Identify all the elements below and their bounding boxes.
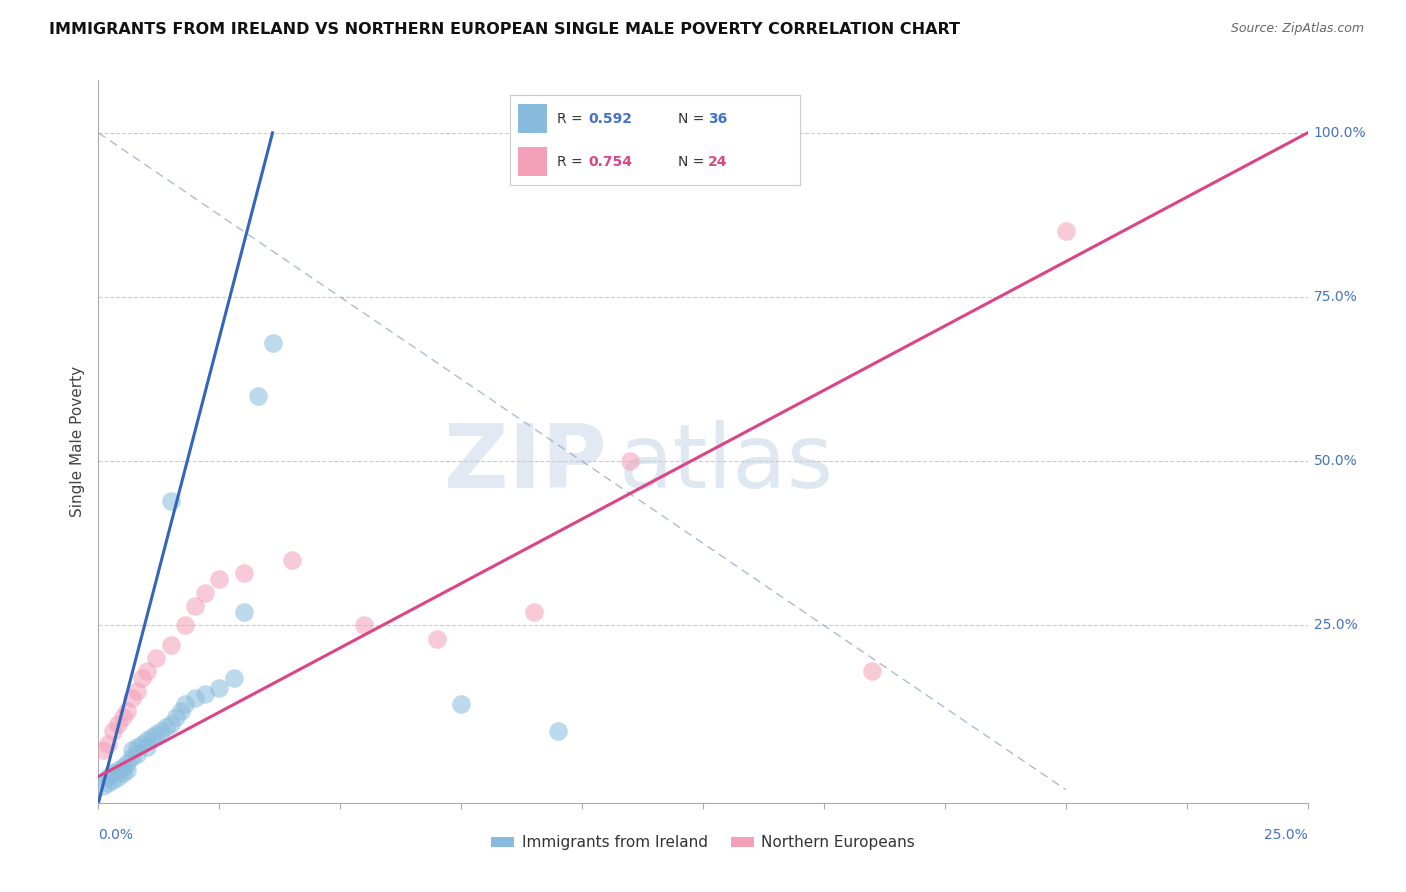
Point (101, 766, 124, 780)
Text: 100.0%: 100.0% (1313, 126, 1367, 140)
Point (208, 573, 231, 587)
Point (232, 605, 254, 619)
Point (117, 763, 139, 777)
Point (131, 671, 153, 685)
Text: atlas: atlas (619, 420, 834, 507)
Point (97, 770, 120, 784)
Point (121, 743, 143, 757)
Point (426, 632, 449, 646)
Legend: Immigrants from Ireland, Northern Europeans: Immigrants from Ireland, Northern Europe… (485, 830, 921, 856)
Text: Source: ZipAtlas.com: Source: ZipAtlas.com (1230, 22, 1364, 36)
Point (107, 717, 129, 731)
Point (222, 671, 245, 685)
Text: IMMIGRANTS FROM IRELAND VS NORTHERN EUROPEAN SINGLE MALE POVERTY CORRELATION CHA: IMMIGRANTS FROM IRELAND VS NORTHERN EURO… (49, 22, 960, 37)
Point (353, 618, 375, 632)
Point (247, 388, 270, 402)
Text: 0.0%: 0.0% (98, 828, 134, 842)
Point (169, 704, 191, 718)
Point (91, 780, 114, 794)
Point (184, 599, 207, 613)
Point (174, 698, 197, 712)
Point (111, 766, 134, 780)
Point (860, 665, 883, 679)
Point (127, 747, 149, 761)
Point (107, 770, 129, 784)
Point (117, 704, 139, 718)
Y-axis label: Single Male Poverty: Single Male Poverty (70, 366, 86, 517)
Point (160, 493, 183, 508)
Point (111, 710, 134, 724)
Point (127, 684, 149, 698)
Point (547, 723, 569, 738)
Point (174, 618, 197, 632)
Point (160, 638, 183, 652)
Point (121, 749, 143, 764)
Text: 75.0%: 75.0% (1313, 290, 1357, 304)
Point (97, 776, 120, 790)
Point (101, 723, 124, 738)
Text: 25.0%: 25.0% (1313, 618, 1357, 632)
Point (135, 733, 157, 747)
Point (523, 605, 546, 619)
Point (107, 763, 129, 777)
Point (232, 566, 254, 580)
Point (101, 772, 124, 787)
Point (135, 739, 157, 754)
Point (619, 454, 641, 468)
Text: ZIP: ZIP (443, 420, 606, 507)
Point (91, 743, 114, 757)
Point (194, 687, 217, 701)
Point (111, 760, 134, 774)
Point (155, 720, 177, 734)
Point (150, 723, 173, 738)
Point (165, 710, 187, 724)
Point (184, 690, 207, 705)
Point (145, 727, 167, 741)
Point (97, 737, 120, 751)
Point (1054, 224, 1077, 238)
Point (141, 730, 163, 744)
Point (145, 651, 167, 665)
Point (121, 690, 143, 705)
Text: 25.0%: 25.0% (1264, 828, 1308, 842)
Point (117, 756, 139, 771)
Point (131, 737, 153, 751)
Point (281, 553, 304, 567)
Text: 50.0%: 50.0% (1313, 454, 1357, 468)
Point (127, 739, 149, 754)
Point (262, 336, 284, 351)
Point (450, 698, 472, 712)
Point (208, 681, 231, 695)
Point (160, 717, 183, 731)
Point (194, 585, 217, 599)
Point (135, 665, 157, 679)
